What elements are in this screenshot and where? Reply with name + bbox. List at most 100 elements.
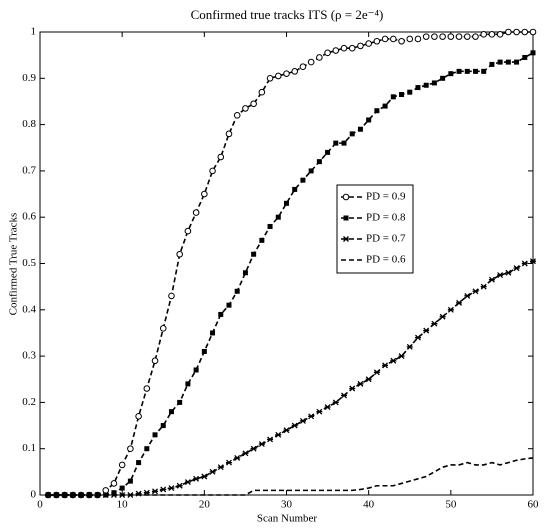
x-tick-label: 30: [281, 499, 293, 511]
series-line: [48, 457, 534, 496]
marker: [530, 258, 536, 265]
marker: [390, 35, 397, 43]
marker: [406, 35, 414, 43]
marker: [177, 399, 183, 405]
x-axis-label: Scan Number: [257, 513, 318, 525]
marker: [210, 330, 216, 336]
marker: [497, 272, 504, 279]
marker: [406, 343, 413, 350]
marker: [259, 237, 265, 243]
marker: [316, 408, 323, 415]
marker: [184, 479, 191, 485]
marker: [332, 399, 339, 406]
marker: [192, 209, 200, 216]
marker: [217, 464, 224, 471]
marker: [325, 149, 331, 155]
y-axis-label: Confirmed True Tracks: [8, 213, 20, 316]
marker: [110, 480, 118, 487]
y-tick-label: 0.7: [22, 164, 36, 176]
marker: [118, 461, 126, 469]
marker: [242, 270, 248, 276]
marker: [447, 33, 455, 40]
marker: [456, 299, 463, 306]
marker: [300, 177, 306, 183]
marker: [431, 80, 437, 86]
marker: [398, 353, 405, 360]
marker: [176, 482, 183, 489]
marker: [283, 70, 290, 77]
marker: [266, 75, 274, 82]
marker: [513, 265, 520, 272]
marker: [324, 404, 331, 410]
legend-label: PD = 0.8: [366, 212, 406, 224]
marker: [152, 432, 158, 438]
marker: [136, 460, 142, 466]
marker: [201, 473, 208, 480]
marker: [496, 31, 504, 38]
marker: [488, 276, 495, 283]
marker: [135, 412, 142, 420]
marker: [143, 385, 151, 392]
marker: [456, 68, 462, 74]
marker: [233, 112, 241, 119]
marker: [497, 59, 503, 65]
marker: [193, 475, 200, 482]
marker: [193, 367, 199, 373]
marker: [258, 441, 265, 448]
marker: [160, 486, 167, 493]
marker: [324, 49, 331, 57]
marker: [439, 313, 446, 320]
marker: [357, 42, 364, 50]
marker: [284, 200, 289, 206]
marker: [267, 223, 273, 229]
marker: [168, 292, 175, 300]
marker: [201, 190, 208, 198]
marker: [447, 306, 454, 313]
marker: [343, 215, 349, 221]
y-tick-label: 0.9: [22, 72, 36, 84]
marker: [349, 385, 356, 392]
marker: [127, 478, 133, 484]
marker: [464, 292, 471, 299]
marker: [209, 468, 216, 475]
marker: [463, 33, 471, 40]
marker: [209, 167, 216, 175]
marker: [464, 68, 470, 74]
marker: [144, 446, 150, 452]
marker: [250, 100, 257, 108]
x-tick-label: 40: [363, 499, 375, 511]
marker: [275, 214, 281, 220]
marker: [343, 236, 349, 242]
y-tick-label: 1: [31, 26, 37, 38]
marker: [365, 376, 372, 383]
marker: [275, 431, 282, 438]
marker: [299, 417, 306, 424]
marker: [332, 47, 340, 54]
marker: [341, 392, 348, 399]
marker: [234, 288, 240, 294]
marker: [366, 117, 372, 123]
marker: [316, 54, 323, 61]
x-tick-label: 60: [528, 499, 540, 511]
marker: [357, 126, 363, 132]
marker: [390, 357, 397, 364]
marker: [439, 33, 446, 40]
marker: [455, 33, 463, 40]
marker: [382, 103, 388, 109]
marker: [159, 325, 167, 332]
marker: [160, 423, 166, 429]
x-tick-label: 0: [37, 499, 43, 511]
marker: [521, 260, 528, 267]
marker: [480, 31, 488, 38]
marker: [342, 193, 350, 201]
y-tick-label: 0.2: [22, 396, 36, 408]
y-tick-label: 0.6: [22, 211, 36, 223]
marker: [127, 445, 134, 453]
marker: [341, 140, 347, 146]
marker: [234, 455, 241, 461]
marker: [119, 485, 125, 491]
marker: [472, 68, 478, 74]
marker: [514, 59, 520, 65]
marker: [422, 33, 430, 40]
